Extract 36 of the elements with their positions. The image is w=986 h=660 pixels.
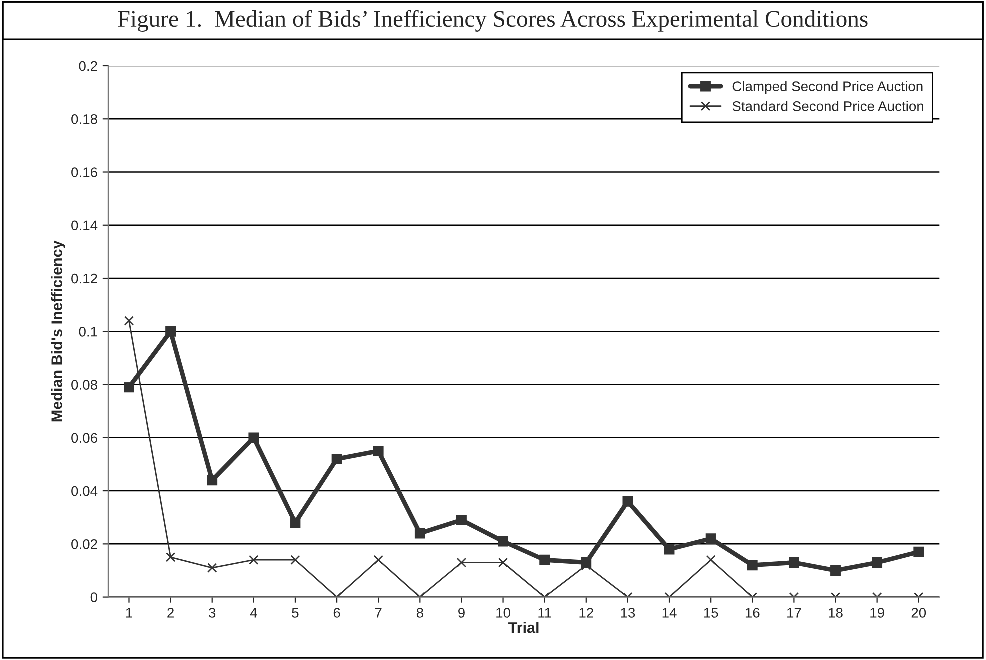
x-tick-label: 7 [375, 608, 382, 618]
x-tick-label: 13 [621, 608, 636, 618]
y-tick-label: 0.18 [72, 114, 98, 124]
x-tick-label: 5 [292, 608, 299, 618]
y-tick-label: 0 [90, 592, 98, 602]
x-tick-label: 9 [458, 608, 465, 618]
legend-label: Clamped Second Price Auction [732, 81, 923, 94]
x-tick-label: 18 [829, 608, 843, 618]
x-tick-label: 10 [496, 608, 510, 618]
x-tick-label: 2 [168, 608, 174, 618]
x-tick-label: 16 [746, 608, 760, 618]
y-tick-label: 0.2 [79, 61, 98, 72]
legend-label: Standard Second Price Auction [732, 101, 924, 112]
x-tick-label: 17 [788, 608, 802, 618]
x-tick-label: 20 [912, 608, 926, 618]
x-tick-label: 11 [538, 608, 552, 618]
y-tick-label: 0.12 [72, 274, 98, 284]
x-tick-label: 14 [662, 608, 677, 618]
y-tick-label: 0.14 [72, 220, 98, 231]
x-tick-label: 12 [580, 608, 594, 618]
y-axis-title: Median Bid's Inefficiency [51, 240, 66, 422]
y-tick-label: 0.04 [72, 486, 98, 496]
x-tick-label: 1 [126, 608, 132, 618]
y-tick-label: 0.1 [79, 326, 98, 337]
chart-title: Figure 1. Median of Bids’ Inefficiency Scores Across Experimental Conditions [118, 10, 868, 32]
x-tick-label: 4 [250, 608, 258, 618]
x-tick-label: 15 [704, 608, 718, 618]
y-tick-label: 0.02 [72, 540, 98, 550]
x-tick-label: 19 [870, 608, 884, 618]
x-tick-label: 8 [416, 608, 424, 618]
x-tick-label: 6 [334, 608, 340, 618]
y-tick-label: 0.08 [72, 380, 98, 390]
y-tick-label: 0.06 [72, 433, 98, 444]
y-tick-label: 0.16 [72, 168, 98, 178]
x-tick-label: 3 [209, 608, 216, 618]
x-axis-title: Trial [508, 622, 539, 634]
